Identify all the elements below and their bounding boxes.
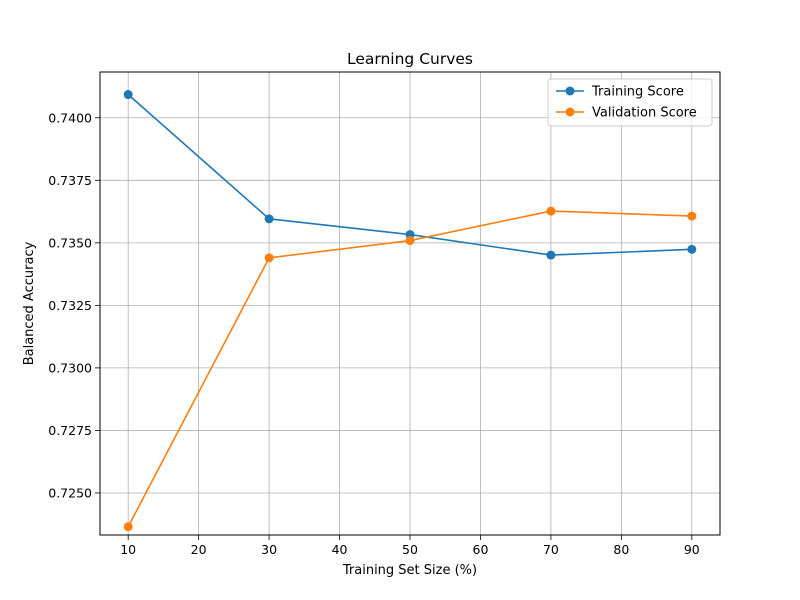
axis-ticks: 10 20 30 40 50 60 70 80 90 0.7250 0.7275 0.7300 0.73…: [48, 110, 700, 557]
x-tick-label: 70: [543, 542, 559, 557]
y-tick-label: 0.7350: [48, 235, 92, 250]
x-tick-label: 10: [120, 542, 136, 557]
series-layer: [123, 90, 697, 532]
legend-item-training-score: Training Score: [556, 85, 684, 100]
legend-box: [547, 78, 713, 127]
x-tick-label: 20: [191, 542, 207, 557]
training-score-point: [123, 90, 133, 100]
validation-score-point: [687, 211, 697, 221]
y-tick-label: 0.7375: [48, 173, 92, 188]
y-axis-label: Balanced Accuracy: [22, 241, 37, 365]
x-tick-label: 80: [613, 542, 629, 557]
training-score-point: [687, 244, 697, 254]
y-tick-label: 0.7325: [48, 298, 92, 313]
validation-score-point: [123, 522, 133, 532]
y-tick-label: 0.7275: [48, 423, 92, 438]
legend-swatch-marker: [565, 107, 575, 117]
legend-swatch-marker: [565, 86, 575, 96]
series-validation-score: [123, 206, 697, 532]
legend-label: Validation Score: [592, 106, 697, 121]
x-tick-label: 50: [402, 542, 418, 557]
chart-title: Learning Curves: [347, 50, 473, 68]
validation-score-point: [264, 253, 274, 263]
x-tick-label: 30: [261, 542, 277, 557]
training-score-point: [546, 250, 556, 260]
legend-item-validation-score: Validation Score: [556, 106, 697, 121]
y-tick-label: 0.7400: [48, 110, 92, 125]
validation-score-point: [405, 236, 415, 246]
validation-score-point: [546, 206, 556, 216]
x-tick-label: 40: [332, 542, 348, 557]
x-tick-label: 60: [473, 542, 489, 557]
training-score-point: [264, 214, 274, 224]
legend: Training Score Validation Score: [547, 78, 713, 127]
y-tick-label: 0.7300: [48, 360, 92, 375]
x-tick-label: 90: [684, 542, 700, 557]
x-axis-label: Training Set Size (%): [342, 563, 477, 578]
y-tick-label: 0.7250: [48, 485, 92, 500]
legend-label: Training Score: [591, 85, 684, 100]
